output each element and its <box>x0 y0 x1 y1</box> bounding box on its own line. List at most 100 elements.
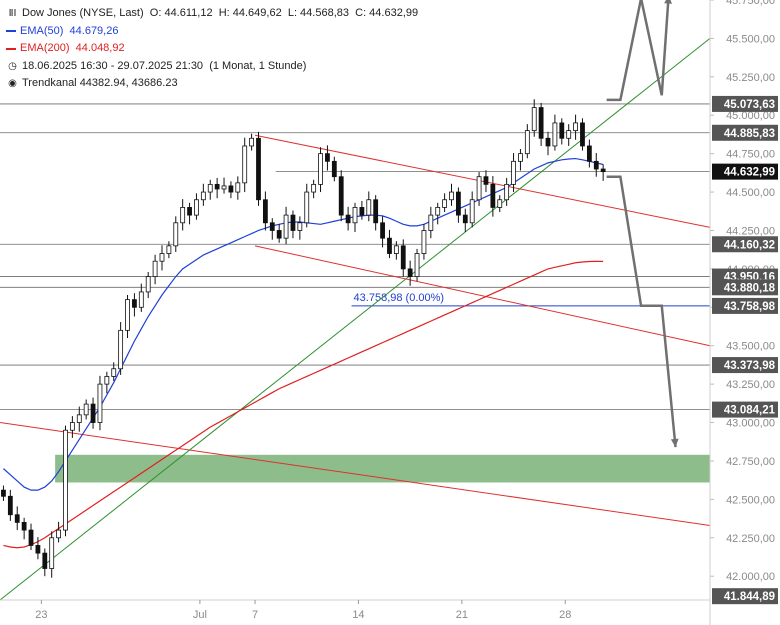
ema50-line <box>3 157 604 491</box>
candle-body <box>442 199 448 208</box>
legend-ema50-value: 44.679,26 <box>69 24 119 37</box>
y-tick-label: 45.500,00 <box>726 33 775 45</box>
candle-body <box>469 199 475 224</box>
candle-body <box>173 222 179 247</box>
x-tick-label: 14 <box>352 609 364 621</box>
candle-body <box>76 414 82 423</box>
legend-title-row: ⅡⅠ Dow Jones (NYSE, Last) O: 44.611,12 H… <box>6 5 419 23</box>
candle-body <box>56 529 61 539</box>
candle-body <box>373 199 379 224</box>
extra-level-label: 43.758,98 <box>724 301 776 313</box>
extra-level-annotation: 43.758,98 (0.00%) <box>354 292 445 304</box>
candle-body <box>290 214 296 231</box>
trendline-channel-top <box>254 134 711 228</box>
candle-body <box>166 245 172 254</box>
candle-body <box>145 276 151 293</box>
y-tick-label: 42.000,00 <box>726 571 775 583</box>
candle-body <box>559 122 565 139</box>
scenario-arrowhead-up <box>664 0 672 4</box>
y-tick-label: 45.750,00 <box>726 0 775 7</box>
candlestick-icon: ⅡⅠ <box>8 8 17 19</box>
target-icon: ◉ <box>8 78 17 89</box>
candle-body <box>566 130 572 139</box>
candle-body <box>407 268 413 277</box>
candle-body <box>318 153 323 185</box>
candle-body <box>593 160 599 170</box>
scenario-path-up <box>606 0 670 102</box>
candle-body <box>345 214 351 224</box>
candle-body <box>42 552 48 569</box>
y-tick-label: 42.750,00 <box>726 456 775 468</box>
legend-high: H: 44.649,62 <box>218 7 282 19</box>
legend-close: C: 44.632,99 <box>355 7 419 19</box>
x-tick-label: 28 <box>559 609 571 621</box>
legend-period: 18.06.2025 16:30 - 29.07.2025 21:30 <box>22 59 204 72</box>
level-label: 43.373,98 <box>724 360 776 372</box>
candle-body <box>352 207 358 224</box>
candle-body <box>504 183 510 201</box>
candle-body <box>359 207 365 216</box>
candle-body <box>476 176 482 201</box>
candle-body <box>256 137 261 201</box>
x-tick-label: 7 <box>252 609 258 621</box>
candle-body <box>83 403 89 416</box>
legend-low: L: 44.568,83 <box>287 7 349 19</box>
candle-body <box>69 422 75 431</box>
candle-body <box>497 199 503 208</box>
ema200-line <box>3 260 604 549</box>
trendline-channel-bottom <box>254 245 711 347</box>
ema50-swatch <box>6 30 16 33</box>
candle-body <box>311 183 317 193</box>
candle-body <box>194 199 199 216</box>
candle-body <box>21 522 27 531</box>
candle-body <box>207 183 213 193</box>
x-tick-label: 23 <box>35 609 47 621</box>
candle-body <box>221 185 227 190</box>
candle-body <box>297 222 303 231</box>
candle-body <box>214 183 220 190</box>
y-tick-label: 43.000,00 <box>726 418 775 430</box>
candle-body <box>152 260 158 277</box>
y-tick-label: 43.500,00 <box>726 341 775 353</box>
candle-body <box>400 245 406 270</box>
legend-ema50-row: EMA(50) 44.679,26 <box>6 23 418 41</box>
candle-body <box>132 299 137 308</box>
candle-body <box>125 299 130 331</box>
candle-body <box>14 514 20 523</box>
level-box <box>712 124 778 141</box>
candle-body <box>104 376 110 385</box>
candle-body <box>331 160 337 178</box>
candle-body <box>304 191 310 224</box>
y-tick-label: 45.000,00 <box>726 110 775 122</box>
level-label: 44.160,32 <box>724 239 775 251</box>
candle-body <box>421 230 427 254</box>
legend-period-row: ◷ 18.06.2025 16:30 - 29.07.2025 21:30 (1… <box>6 58 418 76</box>
y-tick-label: 43.250,00 <box>726 379 775 391</box>
candle-body <box>518 153 523 162</box>
candle-body <box>524 130 530 155</box>
candle-body <box>600 168 606 173</box>
candle-body <box>455 191 461 216</box>
last-price-label: 44.632,99 <box>724 167 775 179</box>
candle-body <box>387 237 392 254</box>
scenario-path-down <box>606 175 677 448</box>
y-tick-label: 44.500,00 <box>726 187 775 199</box>
candle-body <box>545 137 551 147</box>
level-label: 43.880,18 <box>724 282 776 294</box>
candle-body <box>490 183 496 208</box>
candle-body <box>449 191 454 201</box>
legend-ema50-label: EMA(50) <box>20 24 64 37</box>
candle-body <box>1 489 6 497</box>
candle-body <box>531 107 537 132</box>
candle-body <box>393 245 399 254</box>
legend-trend-row: ◉ Trendkanal 44382.94, 43686.23 <box>6 75 418 93</box>
candle-body <box>138 291 144 308</box>
level-box <box>712 95 778 112</box>
candle-body <box>249 137 255 147</box>
candle-body <box>180 207 186 224</box>
candle-body <box>49 537 55 569</box>
clock-icon: ◷ <box>8 60 17 72</box>
bottom-level-label: 41.844,89 <box>724 591 775 603</box>
candle-body <box>573 122 578 132</box>
